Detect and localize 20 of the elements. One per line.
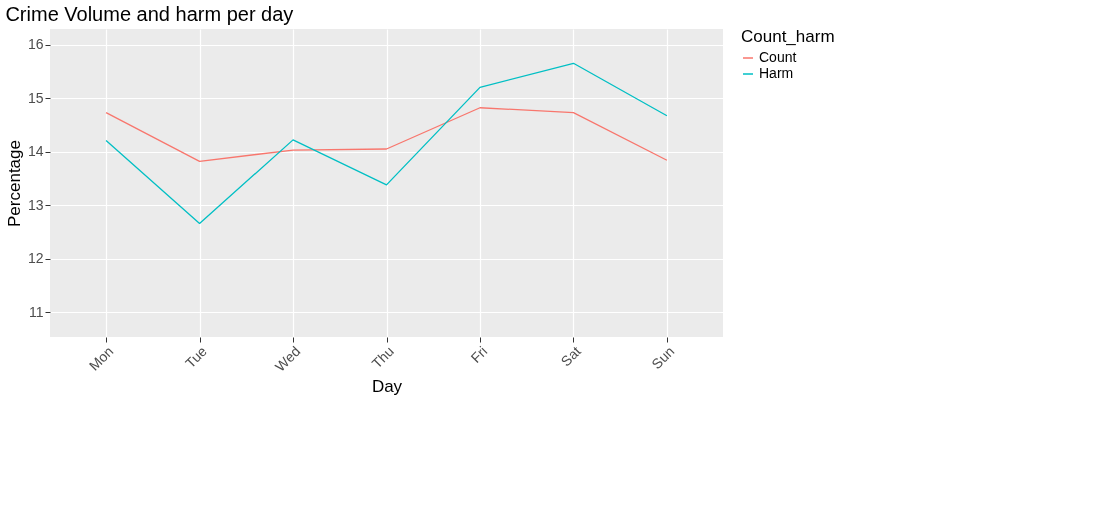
y-tick-label: 11 xyxy=(28,303,44,320)
legend-label: Count xyxy=(759,49,797,65)
y-axis-title: Percentage xyxy=(4,140,24,227)
x-tick-label: Sun xyxy=(648,343,678,373)
legend-label: Harm xyxy=(759,65,794,81)
legend-title: Count_harm xyxy=(741,27,835,46)
y-tick-label: 13 xyxy=(27,196,44,213)
line-series xyxy=(105,62,668,225)
x-tick-label: Sat xyxy=(557,343,584,370)
x-tick-label: Fri xyxy=(467,343,491,366)
y-tick-label: 12 xyxy=(27,250,44,267)
x-tick-label: Mon xyxy=(85,343,117,374)
y-tick-label: 14 xyxy=(27,143,44,160)
x-tick-label: Thu xyxy=(368,343,397,372)
y-tick-label: 15 xyxy=(27,89,44,106)
x-axis-title: Day xyxy=(371,376,403,396)
chart-title: Crime Volume and harm per day xyxy=(5,3,294,25)
x-tick-label: Tue xyxy=(181,342,211,372)
y-tick-label: 16 xyxy=(27,36,44,53)
line-series xyxy=(105,107,668,162)
